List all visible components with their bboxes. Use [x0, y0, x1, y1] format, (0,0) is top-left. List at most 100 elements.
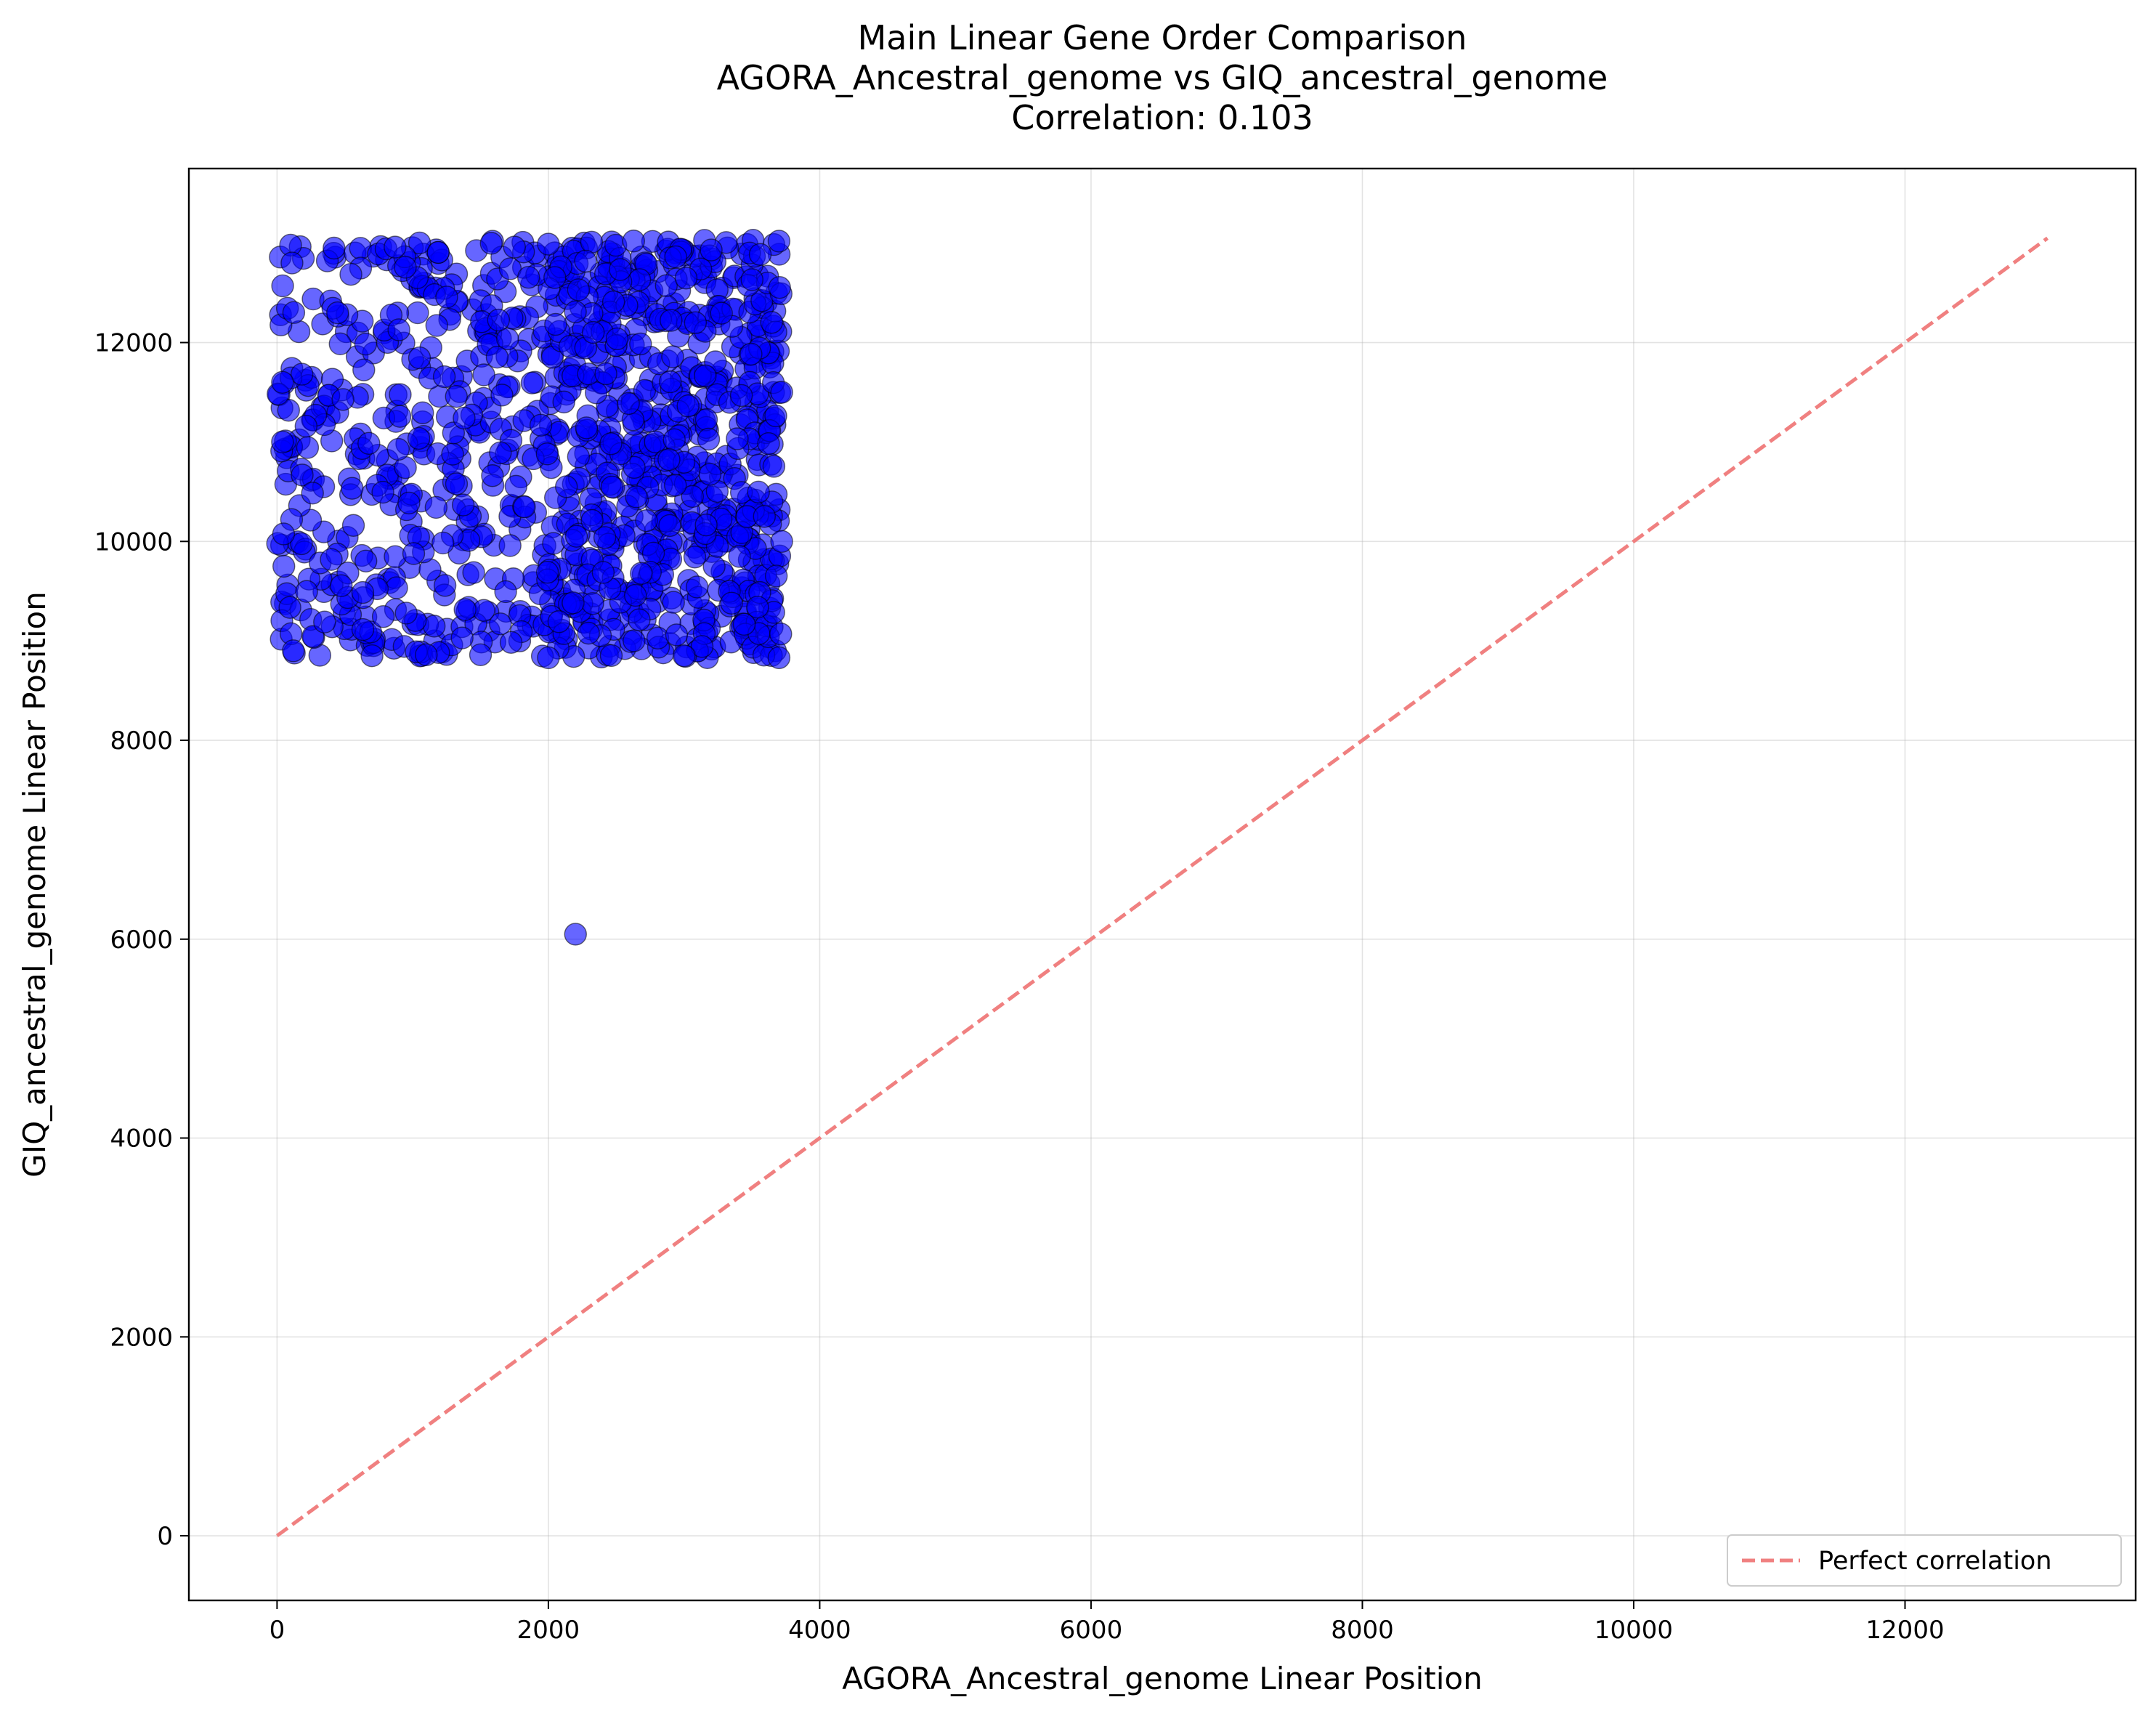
scatter-point — [385, 576, 408, 599]
scatter-point — [406, 301, 429, 325]
scatter-point — [499, 631, 523, 655]
scatter-point — [278, 596, 301, 619]
scatter-point — [498, 534, 522, 557]
scatter-point — [599, 432, 623, 455]
scatter-point — [605, 327, 629, 351]
scatter-point — [351, 617, 375, 641]
scatter-point — [432, 365, 456, 389]
scatter-point — [529, 413, 553, 437]
chart-title: Main Linear Gene Order Comparison AGORA_… — [717, 18, 1608, 137]
scatter-point — [408, 346, 431, 370]
scatter-point — [479, 232, 503, 255]
scatter-point — [397, 491, 421, 515]
scatter-point — [450, 626, 474, 649]
scatter-point — [729, 384, 753, 408]
scatter-point — [280, 251, 304, 275]
scatter-point — [291, 463, 314, 487]
x-tick-label: 12000 — [1865, 1616, 1944, 1645]
scatter-point — [662, 428, 686, 452]
scatter-point — [384, 235, 407, 259]
scatter-point — [537, 646, 560, 670]
scatter-point — [720, 591, 743, 615]
scatter-point — [426, 240, 450, 264]
scatter-point — [665, 623, 689, 647]
scatter-point — [371, 480, 394, 504]
scatter-point — [600, 475, 624, 499]
scatter-point — [481, 464, 504, 487]
scatter-point — [389, 383, 412, 406]
y-tick-label: 12000 — [94, 329, 173, 358]
scatter-point — [272, 554, 296, 578]
scatter-point — [622, 230, 645, 253]
scatter-point — [371, 605, 395, 628]
scatter-point — [567, 278, 591, 301]
scatter-point — [681, 485, 704, 509]
scatter-point — [767, 230, 791, 253]
scatter-points — [266, 228, 793, 946]
scatter-point — [408, 231, 431, 255]
scatter-point — [357, 432, 381, 455]
x-tick-label: 0 — [270, 1616, 285, 1645]
scatter-point — [591, 561, 615, 584]
scatter-point — [339, 262, 362, 286]
scatter-point — [770, 530, 793, 553]
scatter-point — [328, 332, 352, 356]
y-tick-label: 0 — [157, 1522, 173, 1551]
scatter-point — [290, 532, 313, 556]
scatter-point — [660, 309, 683, 332]
y-axis-ticks: 0 2000 4000 6000 8000 10000 12000 — [94, 329, 189, 1551]
chart-title-line-3: Correlation: 0.103 — [1011, 98, 1313, 137]
perfect-correlation-line — [275, 236, 2049, 1538]
scatter-point — [746, 596, 769, 619]
legend-entry-perfect-correlation: Perfect correlation — [1818, 1547, 2052, 1576]
scatter-point — [282, 639, 305, 663]
scatter-point — [757, 432, 780, 455]
y-axis-label: GIQ_ancestral_genome Linear Position — [17, 591, 52, 1178]
scatter-point — [624, 583, 647, 607]
scatter-point — [552, 390, 575, 414]
scatter-point — [767, 646, 791, 670]
scatter-point — [472, 363, 495, 386]
y-tick-label: 4000 — [110, 1125, 173, 1154]
scatter-point — [753, 505, 776, 528]
scatter-point — [271, 274, 294, 298]
grid-lines — [189, 169, 2136, 1600]
scatter-point — [282, 301, 306, 324]
scatter-point — [445, 384, 468, 408]
scatter-point — [623, 629, 646, 652]
scatter-point — [271, 430, 294, 454]
scatter-point — [424, 495, 448, 519]
scatter-point — [554, 475, 578, 498]
scatter-point — [575, 416, 599, 440]
scatter-point — [674, 267, 698, 290]
scatter-point — [690, 635, 714, 658]
scatter-point — [433, 574, 457, 597]
scatter-point — [664, 474, 687, 497]
scatter-point — [445, 472, 469, 495]
scatter-point — [547, 610, 571, 633]
scatter-point — [609, 258, 632, 281]
scatter-point — [394, 256, 417, 279]
scatter-point — [503, 235, 526, 259]
scatter-point — [593, 526, 617, 549]
scatter-point — [630, 562, 653, 585]
chart-title-line-2: AGORA_Ancestral_genome vs GIQ_ancestral_… — [717, 58, 1608, 97]
scatter-point — [740, 268, 763, 291]
scatter-point — [542, 532, 565, 555]
scatter-point — [658, 514, 681, 538]
scatter-point — [351, 580, 375, 604]
scatter-point — [295, 580, 318, 603]
scatter-point — [453, 406, 476, 430]
scatter-point — [323, 236, 346, 260]
y-tick-label: 8000 — [110, 726, 173, 756]
scatter-point — [535, 561, 559, 584]
scatter-point — [770, 381, 793, 404]
scatter-point — [352, 358, 376, 381]
x-tick-label: 4000 — [788, 1616, 851, 1645]
scatter-point — [564, 300, 587, 324]
reference-line — [275, 236, 2049, 1538]
scatter-point — [728, 545, 751, 568]
scatter-point — [441, 442, 464, 466]
scatter-point — [294, 414, 318, 438]
scatter-point — [567, 445, 591, 469]
